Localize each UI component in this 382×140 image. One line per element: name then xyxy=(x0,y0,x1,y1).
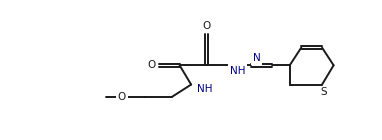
Text: O: O xyxy=(147,60,155,70)
Text: NH: NH xyxy=(230,66,245,76)
Text: NH: NH xyxy=(197,84,212,94)
Text: S: S xyxy=(320,87,327,97)
Text: O: O xyxy=(202,21,211,31)
Text: O: O xyxy=(118,92,126,102)
Text: N: N xyxy=(253,53,261,63)
